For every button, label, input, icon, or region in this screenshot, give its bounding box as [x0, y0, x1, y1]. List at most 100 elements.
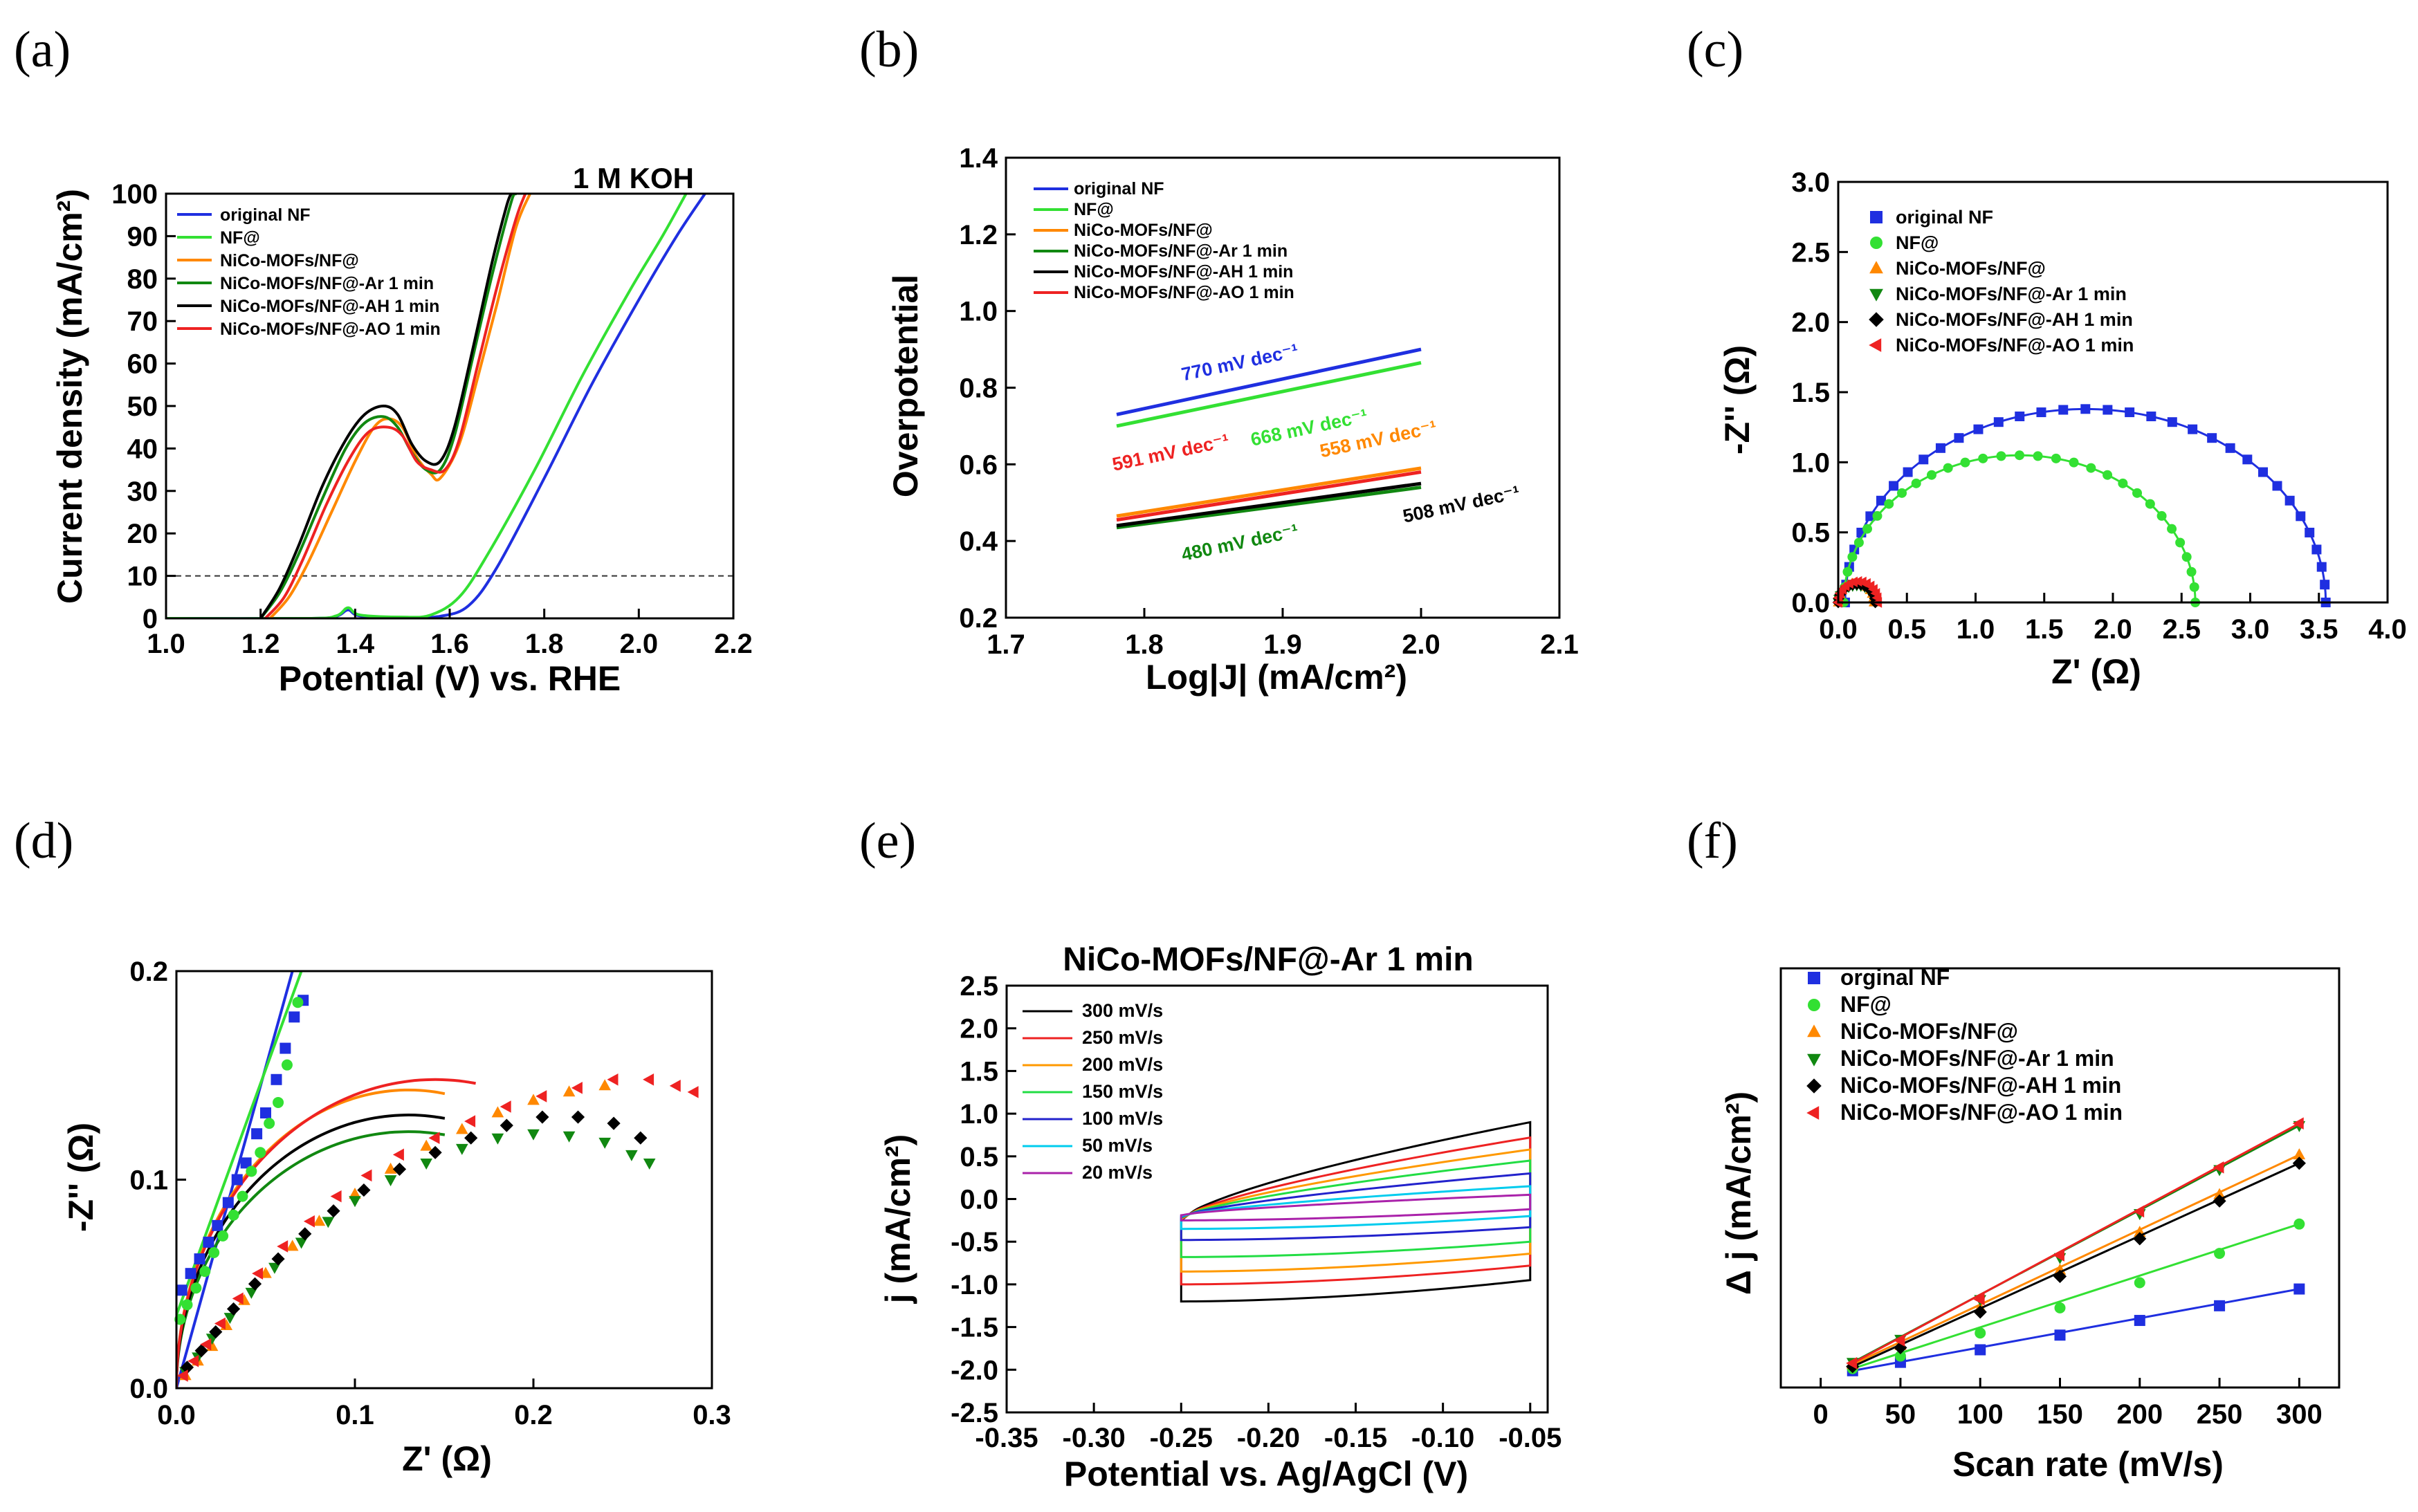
- chart-d-point: [271, 1073, 282, 1085]
- chart-c-point: [1911, 478, 1921, 488]
- chart-c-point: [1978, 453, 1988, 463]
- chart-d-point: [208, 1247, 220, 1259]
- chart-a-legend-label: NiCo-MOFs/NF@-Ar 1 min: [220, 274, 434, 293]
- chart-c-point: [1865, 511, 1876, 522]
- chart-f-point: [2133, 1232, 2147, 1246]
- chart-c-point: [2296, 511, 2306, 522]
- chart-e-legend-label: 150 mV/s: [1082, 1081, 1163, 1102]
- chart-d-point: [500, 1118, 513, 1132]
- chart-e-ytick-label: 2.0: [960, 1014, 998, 1044]
- chart-d-point: [288, 1011, 300, 1023]
- chart-d-point: [456, 1123, 468, 1134]
- chart-b-ytick-label: 1.2: [959, 220, 998, 250]
- chart-a-series-line: [259, 194, 513, 618]
- chart-c-point: [2051, 453, 2061, 463]
- chart-d-point: [571, 1082, 583, 1094]
- chart-c-ylabel: -Z'' (Ω): [1718, 345, 1757, 454]
- chart-d-point: [245, 1287, 258, 1299]
- chart-f-point: [2293, 1283, 2305, 1295]
- chart-d-point: [260, 1107, 271, 1119]
- chart-d-xtick-label: 0.1: [336, 1400, 374, 1430]
- chart-f-point: [1973, 1305, 1987, 1319]
- chart-d-point: [322, 1217, 335, 1228]
- chart-e-cv-loop: [1180, 1159, 1532, 1258]
- chart-f-point: [2213, 1194, 2226, 1208]
- chart-d-point: [607, 1116, 621, 1130]
- chart-a-ytick-label: 80: [127, 264, 158, 295]
- chart-b-ytick-label: 0.4: [959, 526, 998, 557]
- panel-label-d: (d): [14, 813, 73, 869]
- chart-f-point: [2213, 1161, 2224, 1174]
- chart-b-legend-label: NiCo-MOFs/NF@-Ar 1 min: [1074, 241, 1288, 261]
- chart-f-legend-label: NiCo-MOFs/NF@-AH 1 min: [1840, 1073, 2121, 1098]
- panel-label-b: (b): [859, 21, 919, 78]
- chart-d-point: [669, 1080, 681, 1092]
- chart-b-xtick-label: 1.9: [1263, 629, 1302, 660]
- chart-f-point: [2214, 1248, 2226, 1260]
- chart-c-point: [2186, 566, 2197, 577]
- chart-c-legend-marker: [1869, 338, 1882, 352]
- chart-d-point: [251, 1128, 263, 1140]
- chart-f-ylabel: Δ j (mA/cm²): [1719, 1091, 1758, 1295]
- chart-a-plot-area: 1.0 1.2 1.4 1.6 1.8 2.0 2.2 0 10 20 30 40 50 60 70 80 90…: [111, 179, 753, 659]
- chart-d-point: [248, 1277, 262, 1291]
- chart-a-xtick-label: 1.2: [241, 629, 280, 659]
- panel-label-f: (f): [1687, 813, 1738, 869]
- chart-f-point: [2292, 1117, 2304, 1130]
- panel-label-c: (c): [1687, 21, 1743, 78]
- chart-c-ytick-label: 3.0: [1791, 167, 1830, 198]
- chart-a-ytick-label: 70: [127, 306, 158, 337]
- chart-d-point: [392, 1148, 404, 1161]
- chart-f-fit-line: [1852, 1154, 2300, 1366]
- chart-c-legend-marker: [1869, 261, 1883, 274]
- chart-d-point: [181, 1299, 193, 1311]
- chart-d-point: [273, 1096, 284, 1108]
- chart-d-plot-area: 0.0 0.1 0.2 0.3 0.0 0.1 0.2: [129, 957, 731, 1430]
- chart-d-point: [349, 1196, 361, 1208]
- chart-c-xtick-label: 0.0: [1819, 614, 1858, 645]
- chart-c-point: [2258, 467, 2269, 477]
- chart-c-point: [2242, 454, 2253, 465]
- chart-e-title: NiCo-MOFs/NF@-Ar 1 min: [1063, 941, 1473, 978]
- chart-d-xtick-label: 0.0: [157, 1400, 196, 1430]
- chart-a-ytick-label: 90: [127, 221, 158, 252]
- chart-f-point: [2133, 1205, 2145, 1218]
- chart-e-xtick-label: -0.10: [1411, 1423, 1474, 1453]
- chart-f-point: [1973, 1293, 1985, 1306]
- chart-c-xtick-label: 1.0: [1957, 614, 1995, 645]
- chart-c-point: [1842, 566, 1853, 577]
- chart-d-point: [217, 1230, 229, 1242]
- chart-d-point: [271, 1252, 285, 1266]
- chart-a-series-line: [268, 194, 532, 618]
- chart-d-point: [180, 1361, 194, 1374]
- panel-label-a: (a): [14, 21, 71, 78]
- chart-c-ytick-label: 1.5: [1791, 378, 1830, 408]
- chart-c-plot-area: 0.0 0.5 1.0 1.5 2.0 2.5 3.0 3.5 4.0 0.0 0.5 1.0 1.5 2…: [1791, 167, 2406, 645]
- chart-c-point: [2080, 404, 2091, 414]
- chart-e-legend-label: 100 mV/s: [1082, 1108, 1163, 1129]
- chart-f-point: [2053, 1249, 2064, 1262]
- chart-c-ytick-label: 0.5: [1791, 518, 1830, 548]
- chart-d-point: [327, 1204, 340, 1218]
- chart-e-legend-label: 250 mV/s: [1082, 1027, 1163, 1048]
- chart-d-point: [634, 1131, 648, 1145]
- chart-e-cv-loop: [1180, 1136, 1532, 1286]
- chart-c-point: [1862, 524, 1872, 534]
- chart-d-point: [255, 1147, 266, 1159]
- chart-d-point: [185, 1268, 196, 1280]
- chart-d-point: [464, 1115, 476, 1127]
- chart-c-point: [2207, 433, 2217, 443]
- chart-c-point: [2125, 407, 2135, 418]
- chart-f-legend-marker: [1807, 1053, 1821, 1067]
- chart-f-legend-marker: [1808, 999, 1820, 1011]
- chart-d-point: [228, 1209, 239, 1221]
- chart-c-point: [1926, 470, 1936, 480]
- chart-b-xlabel: Log|J| (mA/cm²): [1146, 658, 1407, 697]
- chart-d-point: [246, 1165, 257, 1177]
- chart-e-xlabel: Potential vs. Ag/AgCl (V): [1064, 1455, 1468, 1493]
- chart-a-ytick-label: 20: [127, 519, 158, 549]
- chart-e-cv-loop: [1180, 1148, 1532, 1273]
- chart-c-xtick-label: 2.5: [2162, 614, 2201, 645]
- chart-a-legend-label: NiCo-MOFs/NF@-AO 1 min: [220, 320, 441, 339]
